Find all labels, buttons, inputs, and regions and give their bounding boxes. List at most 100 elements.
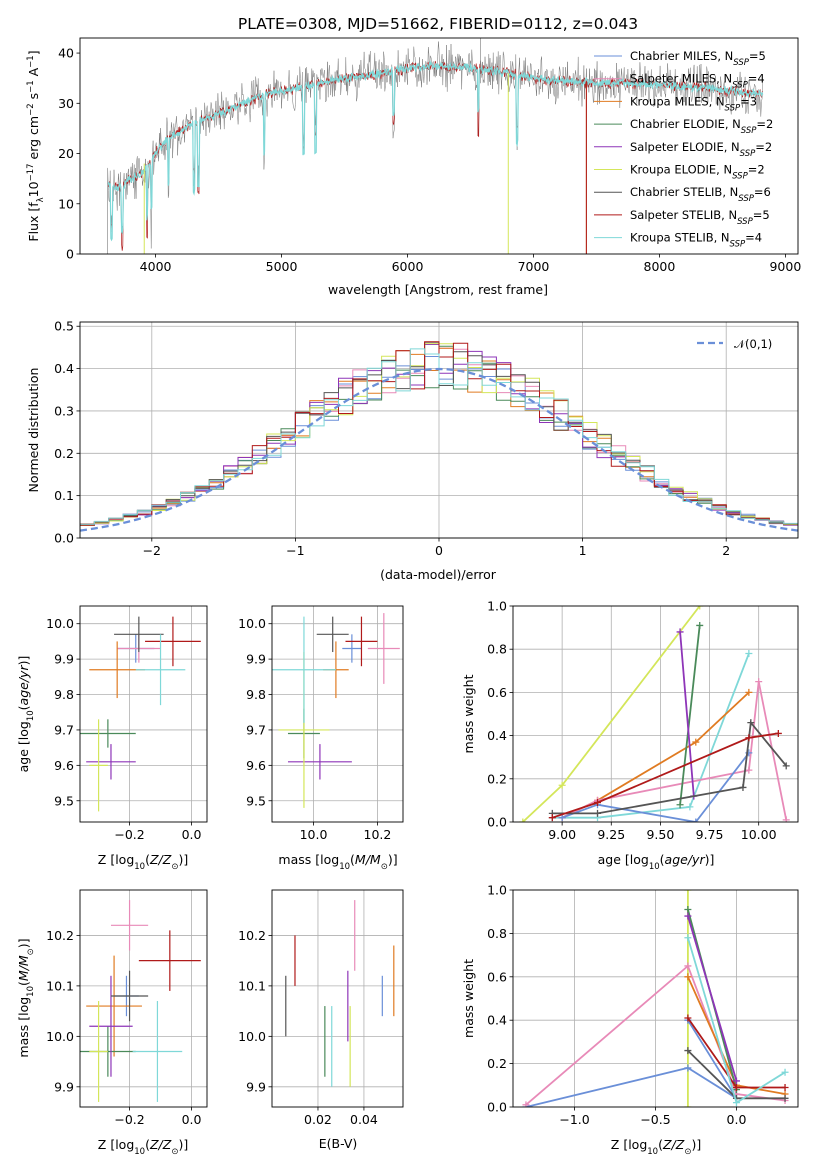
weight_vs_Z-ytick-label: 0.8 — [487, 926, 507, 941]
weight_vs_Z-ytick-label: 1.0 — [487, 883, 507, 898]
mass-vs-ebv-xlabel: E(B-V) — [319, 1136, 358, 1151]
weight_vs_Z-weight-marker — [732, 1099, 740, 1107]
weight_vs_age-ytick-label: 0.8 — [487, 642, 507, 657]
clip-mass_vs_Z-plot-area — [80, 900, 201, 1102]
age_vs_Z-ytick-label: 9.6 — [54, 758, 74, 773]
age-vs-Z-xlabel: Z [log10(Z/Z⊙)] — [98, 852, 188, 872]
residuals-ytick-label: 0.5 — [54, 319, 74, 334]
weight_vs_Z-weight-marker — [684, 973, 692, 981]
mass_vs_ebv-xtick-label: 0.04 — [350, 1112, 378, 1127]
mass_vs_Z-ytick-label: 9.9 — [54, 1079, 74, 1094]
age_vs_mass-frame — [271, 605, 404, 823]
weight_vs_age-weight-marker — [692, 818, 700, 822]
clip-age_vs_Z-plot-area — [80, 616, 201, 812]
weight_vs_Z-weight-marker — [684, 1047, 692, 1055]
weight_vs_Z-ytick-label: 0.6 — [487, 969, 507, 984]
weight_vs_age-ytick-label: 0.0 — [487, 815, 507, 830]
spectrum-xtick-label: 9000 — [769, 259, 801, 274]
mass_vs_ebv-ytick-label: 9.9 — [246, 1079, 266, 1094]
mass-vs-Z-xlabel: Z [log10(Z/Z⊙)] — [98, 1137, 188, 1157]
clip-age_vs_mass-plot-area — [272, 613, 400, 808]
weight_vs_Z-weight-marker — [732, 1077, 740, 1085]
weight_vs_age-xtick-label: 9.75 — [696, 827, 724, 842]
spectrum-legend-label: Chabrier MILES, NSSP=5 — [630, 49, 766, 68]
weight_vs_Z-xtick-label: −0.5 — [640, 1112, 670, 1127]
weight_vs_age-weight-marker — [676, 628, 684, 636]
clip-weight_vs_Z-plot-area — [522, 890, 789, 1107]
weight_vs_age-weight-marker — [558, 781, 566, 789]
weight_vs_Z-weight-marker — [781, 1094, 789, 1102]
residuals-ytick-label: 0.1 — [54, 488, 74, 503]
spectrum-ytick-label: 0 — [66, 247, 74, 262]
spectrum-ytick-label: 10 — [58, 196, 74, 211]
residuals-ytick-label: 0.2 — [54, 446, 74, 461]
residuals-xtick-label: 1 — [579, 543, 587, 558]
age_vs_Z-ytick-label: 10.0 — [46, 616, 74, 631]
mass-vs-metallicity-panel: −0.2 0.0 9.9 10.0 10.1 10.2 Z [log10(Z/Z⊙)] mas… — [16, 889, 208, 1157]
weight-vs-age-xlabel: age [log10(age/yr)] — [598, 852, 715, 872]
age_vs_mass-xtick-label: 10.0 — [300, 827, 328, 842]
age_vs_Z-frame — [79, 605, 208, 823]
spectrum-xtick-label: 8000 — [644, 259, 676, 274]
spectrum-legend-label: Salpeter STELIB, NSSP=5 — [630, 208, 770, 227]
weight_vs_age-weight-marker — [782, 816, 790, 822]
residuals-frame — [79, 321, 799, 539]
weight_vs_Z-xtick-label: 0.0 — [727, 1112, 747, 1127]
spectrum-xtick-label: 7000 — [518, 259, 550, 274]
spectrum-xtick-label: 6000 — [392, 259, 424, 274]
spectrum-legend-label: Chabrier ELODIE, NSSP=2 — [630, 117, 773, 136]
weight_vs_age-weight-line — [552, 732, 779, 819]
mass_vs_ebv-ytick-label: 10.1 — [238, 978, 266, 993]
normal-reference-curve — [80, 367, 798, 532]
spectrum-ylabel: Flux [fλ10−17 erg cm−2 s−1 A−1] — [26, 50, 46, 241]
weight_vs_Z-weight-marker — [684, 1103, 692, 1107]
weight_vs_Z-weight-marker — [684, 962, 692, 970]
weight_vs_age-weight-line — [679, 631, 695, 797]
age_vs_Z-ytick-label: 9.5 — [54, 793, 74, 808]
weight_vs_age-weight-marker — [774, 729, 782, 737]
weight_vs_age-weight-marker — [739, 783, 747, 791]
mass_vs_ebv-ytick-label: 10.0 — [238, 1029, 266, 1044]
age-vs-Z-ylabel: age [log10(age/yr)] — [16, 656, 36, 773]
weight_vs_Z-weight-marker — [684, 906, 692, 914]
mass_vs_Z-xtick-label: 0.0 — [182, 1112, 202, 1127]
residuals-xtick-label: 2 — [722, 543, 730, 558]
weight_vs_age-weight-line — [679, 625, 701, 805]
weight_vs_age-weight-marker — [782, 762, 790, 770]
spectrum-legend-label: Kroupa STELIB, NSSP=4 — [630, 231, 762, 250]
weight-vs-age-panel: 9.00 9.25 9.50 9.75 10.00 0.0 0.2 0.4 0.6 0.8 1.0 m… — [461, 599, 799, 872]
weight-vs-metallicity-panel: −1.0 −0.5 0.0 0.0 0.2 0.4 0.6 0.8 1.0 mass weight… — [461, 883, 799, 1157]
weight_vs_Z-weight-marker — [684, 890, 692, 894]
spectrum-legend-label: Kroupa ELODIE, NSSP=2 — [630, 163, 765, 182]
weight_vs_Z-weight-marker — [684, 934, 692, 942]
spectrum-data-line — [107, 41, 763, 249]
weight_vs_age-ytick-label: 0.2 — [487, 771, 507, 786]
spectrum-xlabel: wavelength [Angstrom, rest frame] — [328, 282, 548, 297]
mass-vs-extinction-panel: 0.02 0.04 9.9 10.0 10.1 10.2 E(B-V) — [238, 889, 404, 1151]
weight_vs_age-weight-marker — [755, 678, 763, 686]
weight_vs_age-weight-marker — [686, 803, 694, 811]
weight_vs_age-weight-marker — [692, 738, 700, 746]
spectrum-panel: 4000 5000 6000 7000 8000 9000 0 10 20 30 40 wavelen… — [26, 37, 801, 297]
residuals-legend-label: 𝒩(0,1) — [734, 337, 772, 351]
weight_vs_Z-weight-marker — [781, 1083, 789, 1091]
weight_vs_age-ytick-label: 0.4 — [487, 728, 507, 743]
weight_vs_Z-weight-marker — [684, 912, 692, 920]
residuals-ytick-label: 0.0 — [54, 531, 74, 546]
residuals-ylabel: Normed distribution — [26, 368, 41, 493]
residuals-xtick-label: 0 — [435, 543, 443, 558]
weight_vs_Z-ytick-label: 0.2 — [487, 1056, 507, 1071]
mass_vs_Z-ytick-label: 10.1 — [46, 978, 74, 993]
residuals-panel: −2 −1 0 1 2 0.0 0.1 0.2 0.3 0.4 0.5 𝒩(0,1) (data-mod… — [26, 319, 799, 582]
weight_vs_age-weight-marker — [747, 719, 755, 727]
weight_vs_age-weight-line — [552, 720, 787, 815]
clip-res-plot-area — [80, 341, 798, 538]
spectrum-legend-label: Chabrier STELIB, NSSP=6 — [630, 185, 771, 204]
weight_vs_age-weight-line — [561, 752, 750, 822]
weight_vs_age-ylabel: mass weight — [461, 674, 476, 753]
weight_vs_Z-xtick-label: −1.0 — [559, 1112, 589, 1127]
weight_vs_age-weight-marker — [594, 799, 602, 807]
age_vs_mass-ytick-label: 10.0 — [238, 616, 266, 631]
spectrum-legend-label: Salpeter ELODIE, NSSP=2 — [630, 140, 772, 159]
